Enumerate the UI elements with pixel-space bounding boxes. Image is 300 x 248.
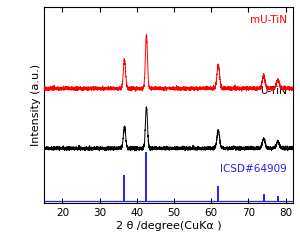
- Text: mU-TiN: mU-TiN: [250, 15, 287, 25]
- Text: U-TiN: U-TiN: [260, 86, 287, 95]
- Text: ICSD#64909: ICSD#64909: [220, 164, 287, 174]
- X-axis label: 2 θ /degree(CuKα ): 2 θ /degree(CuKα ): [116, 221, 221, 231]
- Y-axis label: Intensity (a.u.): Intensity (a.u.): [31, 64, 41, 146]
